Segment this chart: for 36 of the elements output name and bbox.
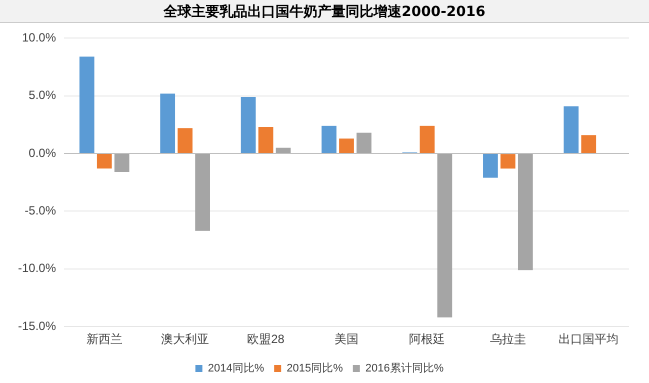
x-tick-label: 出口国平均	[558, 332, 619, 346]
bar	[79, 56, 94, 154]
y-tick-label: 0.0%	[28, 146, 56, 160]
bar	[564, 106, 579, 154]
legend-label: 2016累计同比%	[365, 362, 444, 375]
x-tick-label: 澳大利亚	[161, 332, 210, 346]
x-tick-label: 欧盟28	[247, 332, 285, 346]
x-tick-label: 乌拉圭	[490, 332, 526, 346]
bar	[500, 154, 516, 169]
x-tick-label: 阿根廷	[409, 332, 446, 346]
bar	[258, 127, 274, 154]
bar	[240, 97, 256, 154]
x-tick-label: 新西兰	[86, 332, 122, 346]
bar	[114, 154, 130, 172]
bar	[420, 126, 435, 154]
bar	[437, 154, 452, 318]
legend-label: 2014同比%	[208, 362, 264, 375]
bar	[322, 126, 336, 154]
bar	[518, 154, 533, 270]
y-tick-label: 5.0%	[28, 88, 56, 102]
y-tick-label: -5.0%	[24, 204, 56, 218]
bar	[160, 94, 176, 154]
bar	[96, 154, 112, 169]
chart-title: 全球主要乳品出口国牛奶产量同比增速2000-2016	[0, 0, 649, 23]
bar	[483, 154, 498, 178]
bar	[581, 135, 596, 154]
y-tick-label: -10.0%	[18, 261, 56, 276]
legend-label: 2015同比%	[286, 362, 344, 375]
x-tick-label: 美国	[334, 332, 359, 346]
bar	[276, 148, 291, 154]
bar	[339, 138, 354, 154]
bar	[178, 128, 193, 154]
bar	[195, 154, 210, 231]
bar	[356, 132, 372, 154]
y-tick-label: -15.0%	[18, 318, 56, 333]
y-tick-label: 10.0%	[22, 30, 56, 45]
